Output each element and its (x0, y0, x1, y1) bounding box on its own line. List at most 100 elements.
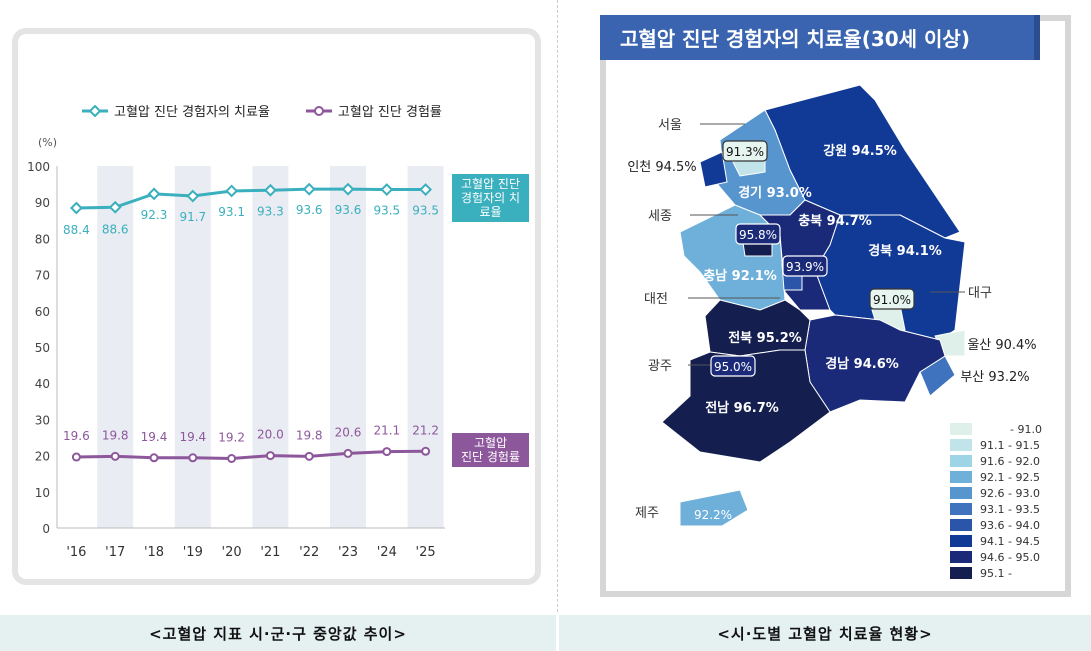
region-제주 (679, 489, 749, 527)
data-point (71, 452, 81, 462)
region-name: 대전 (644, 292, 668, 307)
legend-label: 고혈압 진단 경험률 (337, 105, 442, 120)
region-label: 부산 93.2% (960, 370, 1029, 385)
legend-label: 93.6 - 94.0 (980, 518, 1040, 532)
x-tick-label: '18 (144, 545, 164, 560)
data-label: 93.6 (296, 203, 323, 217)
x-tick-label: '17 (105, 545, 125, 560)
region-name: 제주 (635, 506, 659, 521)
legend-swatch (950, 455, 972, 467)
region-label: 경남 94.6% (825, 356, 899, 372)
y-tick-label: 40 (35, 377, 50, 391)
data-label: 93.5 (412, 204, 439, 218)
legend-swatch (950, 519, 972, 531)
data-label: 93.6 (335, 203, 362, 217)
x-tick-label: '19 (183, 545, 203, 560)
region-label: 경기 93.0% (738, 185, 812, 201)
callout-box (869, 288, 915, 310)
right-caption: <시·도별 고혈압 치료율 현황> (559, 615, 1091, 651)
legend-label: 93.1 - 93.5 (980, 502, 1040, 516)
legend-bin: 94.1 - 94.5 (950, 533, 1042, 549)
legend-swatch (950, 535, 972, 547)
series-tag-diagnosis: 고혈압 진단 경험률 (452, 433, 529, 467)
callout-value: 93.9% (786, 260, 824, 274)
y-tick-label: 0 (42, 522, 50, 536)
legend-label: 94.1 - 94.5 (980, 534, 1040, 548)
legend-swatch (950, 471, 972, 483)
y-tick-label: 100 (27, 160, 50, 174)
data-point (380, 183, 394, 196)
legend-bin: 91.6 - 92.0 (950, 453, 1042, 469)
region-name: 대구 (968, 286, 992, 301)
data-point (110, 451, 120, 461)
legend-bin: 95.1 - (950, 565, 1042, 581)
data-label: 19.8 (296, 428, 323, 442)
data-label: 19.4 (141, 430, 168, 444)
data-point (225, 184, 239, 198)
legend-label: 95.1 - (980, 566, 1012, 580)
x-tick-label: '25 (416, 545, 436, 560)
legend-bin: 93.6 - 94.0 (950, 517, 1042, 533)
legend-label: 91.1 - 91.5 (980, 438, 1040, 452)
legend-bin: 91.1 - 91.5 (950, 437, 1042, 453)
y-tick-label: 50 (35, 341, 50, 355)
y-axis-unit: (%) (38, 136, 57, 149)
callout-value: 95.0% (714, 360, 752, 374)
data-label: 88.6 (102, 222, 129, 236)
korea-map: 강원 94.5% 경기 93.0% 서울 91.3% 인천 94.5% 충남 92.1% 세… (627, 84, 1037, 527)
x-tick-label: '23 (338, 545, 358, 560)
x-tick-label: '21 (260, 545, 280, 560)
data-point (186, 189, 200, 203)
region-name: 세종 (648, 209, 672, 224)
legend-bin: 93.1 - 93.5 (950, 501, 1042, 517)
callout-box (735, 223, 781, 245)
y-tick-label: 70 (35, 269, 50, 283)
legend-line-diamond-icon (82, 104, 108, 117)
map-legend: - 91.0 91.1 - 91.5 91.6 - 92.0 92.1 - 92.5 9… (950, 421, 1042, 581)
y-tick-label: 60 (35, 305, 50, 319)
line-chart: (%) 0 10 20 30 40 50 60 70 80 90 100 '16 '17 '18 '19 '20… (27, 136, 445, 560)
data-point (147, 187, 161, 201)
tag-line: 진단 경험률 (460, 450, 520, 464)
legend-bin: 92.1 - 92.5 (950, 469, 1042, 485)
legend-swatch (950, 423, 972, 435)
tag-line: 고혈압 (473, 436, 508, 450)
legend-swatch (950, 567, 972, 579)
region-label: 전북 95.2% (728, 330, 802, 346)
legend-bin: 94.6 - 95.0 (950, 549, 1042, 565)
column-band (174, 166, 211, 528)
map-title: 고혈압 진단 경험자의 치료율(30세 이상) (600, 15, 1040, 60)
region-name: 광주 (648, 359, 672, 374)
data-label: 21.2 (412, 423, 439, 437)
legend-item-diagnosis: 고혈압 진단 경험률 (305, 101, 442, 120)
y-tick-label: 90 (35, 196, 50, 210)
x-tick-label: '24 (377, 545, 397, 560)
legend-swatch (950, 551, 972, 563)
legend-bin: - 91.0 (950, 421, 1042, 437)
legend-bin: 92.6 - 93.0 (950, 485, 1042, 501)
legend-item-treatment: 고혈압 진단 경험자의 치료율 (82, 101, 270, 120)
y-tick-label: 20 (35, 450, 50, 464)
data-point (149, 453, 159, 463)
legend-swatch (950, 487, 972, 499)
callout-value: 91.3% (726, 145, 764, 159)
callout-value: 95.8% (739, 228, 777, 242)
data-label: 93.5 (373, 204, 400, 218)
data-label: 91.7 (179, 210, 206, 224)
x-tick-label: '20 (222, 545, 242, 560)
data-point (188, 453, 198, 463)
callout-box (710, 355, 756, 377)
data-label: 88.4 (63, 223, 90, 237)
legend-label: 94.6 - 95.0 (980, 550, 1040, 564)
legend-line-circle-icon (305, 105, 332, 116)
chart-legend: 고혈압 진단 경험자의 치료율 고혈압 진단 경험률 (82, 101, 442, 120)
y-tick-label: 80 (35, 232, 50, 246)
x-tick-label: '22 (299, 545, 319, 560)
data-label: 92.3 (141, 208, 168, 222)
legend-swatch (950, 503, 972, 515)
legend-label: 92.6 - 93.0 (980, 486, 1040, 500)
data-point (419, 183, 433, 196)
data-point (263, 183, 277, 197)
divider (557, 0, 558, 612)
legend-swatch (950, 439, 972, 451)
